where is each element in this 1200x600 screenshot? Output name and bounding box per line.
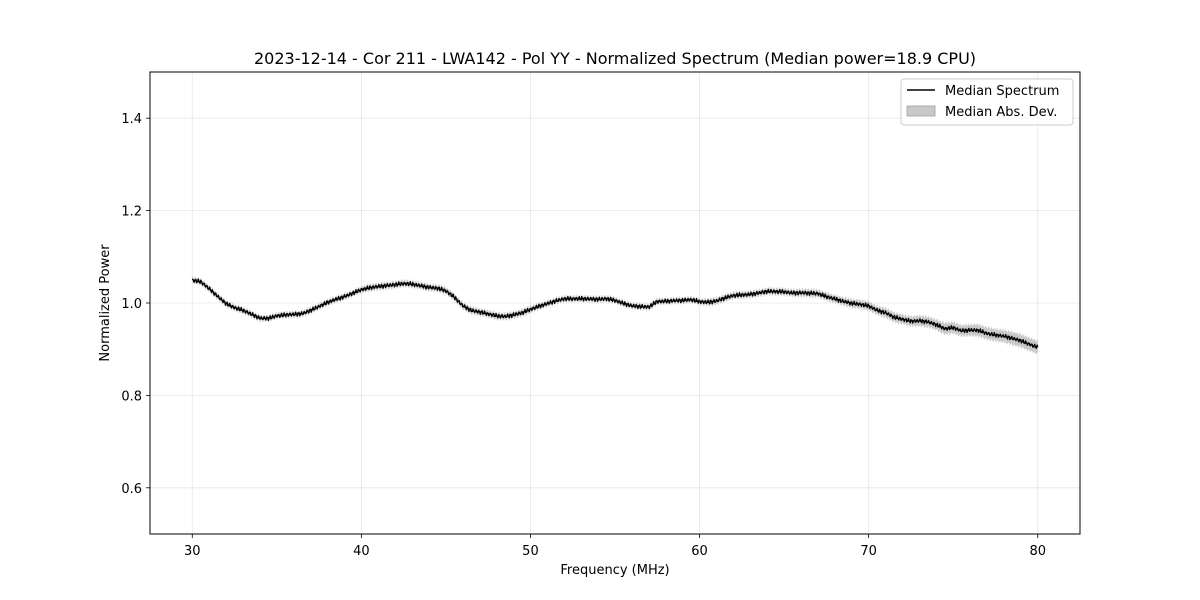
legend-label-median-spectrum: Median Spectrum	[945, 84, 1059, 99]
y-tick-label: 0.6	[121, 482, 142, 497]
x-tick-label: 50	[522, 544, 539, 559]
y-axis-ticks: 0.6 0.8 1.0 1.2 1.4	[121, 112, 150, 497]
x-axis-ticks: 30 40 50 60 70 80	[184, 534, 1046, 559]
y-tick-label: 1.2	[121, 205, 142, 220]
x-tick-label: 60	[691, 544, 708, 559]
chart-title: 2023-12-14 - Cor 211 - LWA142 - Pol YY -…	[254, 49, 976, 68]
legend-label-median-abs-dev: Median Abs. Dev.	[945, 105, 1057, 120]
y-tick-label: 0.8	[121, 389, 142, 404]
y-tick-label: 1.4	[121, 112, 142, 127]
x-axis-label: Frequency (MHz)	[560, 563, 669, 578]
y-tick-label: 1.0	[121, 297, 142, 312]
y-axis-label: Normalized Power	[98, 244, 113, 362]
x-tick-label: 70	[860, 544, 877, 559]
median-spectrum-line	[191, 278, 1039, 349]
x-tick-label: 40	[353, 544, 370, 559]
median-line-layer	[191, 278, 1039, 349]
x-tick-label: 80	[1029, 544, 1046, 559]
legend-box	[900, 78, 1074, 126]
legend-band-swatch	[906, 105, 936, 117]
x-tick-label: 30	[184, 544, 201, 559]
legend: Median Spectrum Median Abs. Dev.	[900, 78, 1074, 126]
